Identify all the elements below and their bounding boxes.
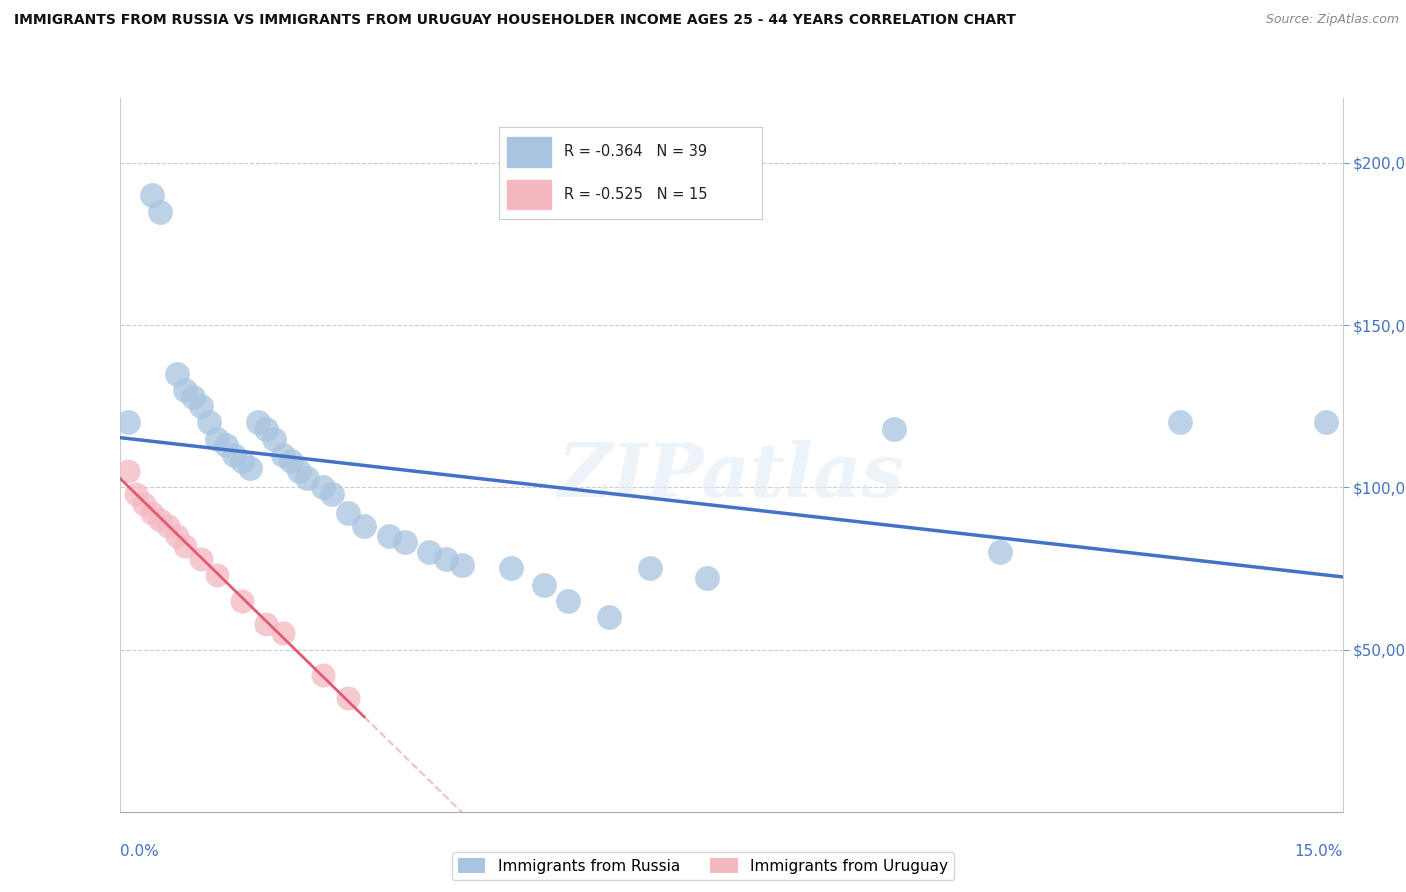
Point [173, 383, 195, 397]
Legend: Immigrants from Russia, Immigrants from Uruguay: Immigrants from Russia, Immigrants from … [451, 852, 955, 880]
Point [321, 487, 343, 501]
Point [336, 691, 359, 706]
Point [117, 416, 139, 430]
Point [1315, 416, 1337, 430]
Point [173, 539, 195, 553]
Point [207, 568, 229, 582]
Point [125, 487, 148, 501]
Point [1168, 416, 1191, 430]
Point [231, 594, 253, 608]
Point [132, 497, 155, 511]
Point [336, 506, 359, 520]
Point [263, 432, 285, 446]
Point [377, 529, 399, 543]
Point [696, 571, 718, 585]
Point [231, 454, 253, 468]
Point [117, 464, 139, 478]
Point [288, 464, 311, 478]
Point [166, 367, 188, 381]
Point [280, 454, 302, 468]
Text: 15.0%: 15.0% [1295, 844, 1343, 859]
Point [557, 594, 579, 608]
Point [190, 551, 212, 566]
Point [149, 513, 172, 527]
Point [451, 558, 474, 573]
Text: Source: ZipAtlas.com: Source: ZipAtlas.com [1265, 13, 1399, 27]
Point [239, 461, 262, 475]
Point [598, 610, 620, 624]
Point [394, 535, 416, 549]
Point [353, 519, 375, 533]
Point [149, 204, 172, 219]
Point [222, 448, 245, 462]
Point [434, 551, 457, 566]
Point [166, 529, 188, 543]
Point [295, 470, 318, 484]
Text: 0.0%: 0.0% [120, 844, 159, 859]
Point [190, 399, 212, 413]
Text: ZIPatlas: ZIPatlas [558, 440, 904, 513]
Text: IMMIGRANTS FROM RUSSIA VS IMMIGRANTS FROM URUGUAY HOUSEHOLDER INCOME AGES 25 - 4: IMMIGRANTS FROM RUSSIA VS IMMIGRANTS FRO… [14, 13, 1017, 28]
Point [638, 561, 661, 575]
Text: R = -0.364   N = 39: R = -0.364 N = 39 [564, 145, 707, 159]
Point [418, 545, 440, 559]
Point [141, 188, 163, 202]
Point [271, 448, 294, 462]
Point [312, 668, 335, 682]
Point [271, 626, 294, 640]
Bar [506, 136, 551, 167]
Point [198, 416, 221, 430]
Point [214, 438, 236, 452]
Point [181, 390, 204, 404]
Point [533, 577, 555, 591]
Point [312, 480, 335, 494]
Point [247, 416, 270, 430]
Point [254, 422, 277, 436]
Point [988, 545, 1011, 559]
Point [207, 432, 229, 446]
Point [141, 506, 163, 520]
Text: R = -0.525   N = 15: R = -0.525 N = 15 [564, 187, 709, 202]
Point [157, 519, 180, 533]
Point [883, 422, 905, 436]
Point [254, 616, 277, 631]
Point [499, 561, 522, 575]
Bar [506, 179, 551, 210]
